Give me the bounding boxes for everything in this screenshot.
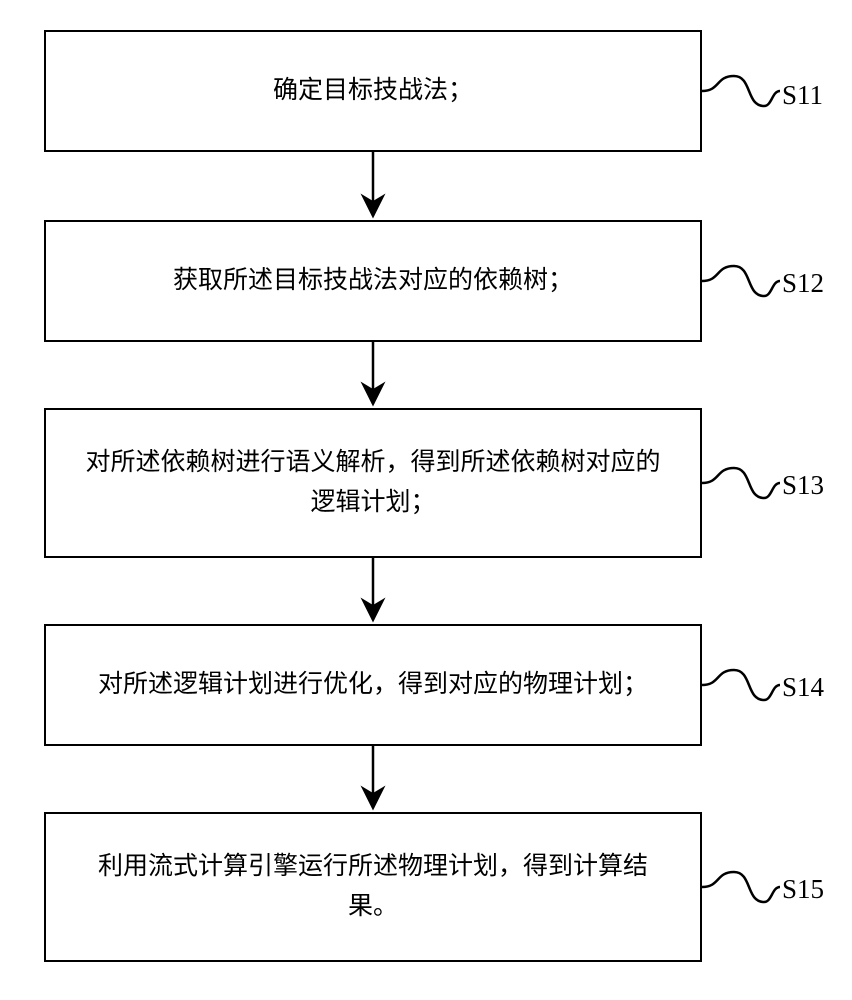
flow-node-s14: 对所述逻辑计划进行优化，得到对应的物理计划；	[44, 624, 702, 746]
flowchart-canvas: 确定目标技战法； S11 获取所述目标技战法对应的依赖树； S12 对所述依赖树…	[0, 0, 852, 1000]
flow-node-text: 对所述逻辑计划进行优化，得到对应的物理计划；	[98, 665, 648, 705]
flow-label-s13: S13	[782, 470, 824, 501]
flow-node-s13: 对所述依赖树进行语义解析，得到所述依赖树对应的逻辑计划；	[44, 408, 702, 558]
flow-node-text: 确定目标技战法；	[273, 71, 473, 111]
flow-node-s15: 利用流式计算引擎运行所述物理计划，得到计算结果。	[44, 812, 702, 962]
flow-node-s11: 确定目标技战法；	[44, 30, 702, 152]
connector-squiggle-icon	[702, 670, 780, 700]
flow-node-text: 利用流式计算引擎运行所述物理计划，得到计算结果。	[76, 847, 670, 927]
flow-label-s15: S15	[782, 874, 824, 905]
connector-squiggle-icon	[702, 468, 780, 498]
flow-node-text: 获取所述目标技战法对应的依赖树；	[173, 261, 573, 301]
connector-squiggle-icon	[702, 872, 780, 902]
flow-label-s11: S11	[782, 80, 823, 111]
connector-squiggle-icon	[702, 266, 780, 296]
flow-label-s12: S12	[782, 268, 824, 299]
connector-squiggle-icon	[702, 76, 780, 106]
flow-node-s12: 获取所述目标技战法对应的依赖树；	[44, 220, 702, 342]
flow-label-s14: S14	[782, 672, 824, 703]
flow-node-text: 对所述依赖树进行语义解析，得到所述依赖树对应的逻辑计划；	[76, 443, 670, 523]
